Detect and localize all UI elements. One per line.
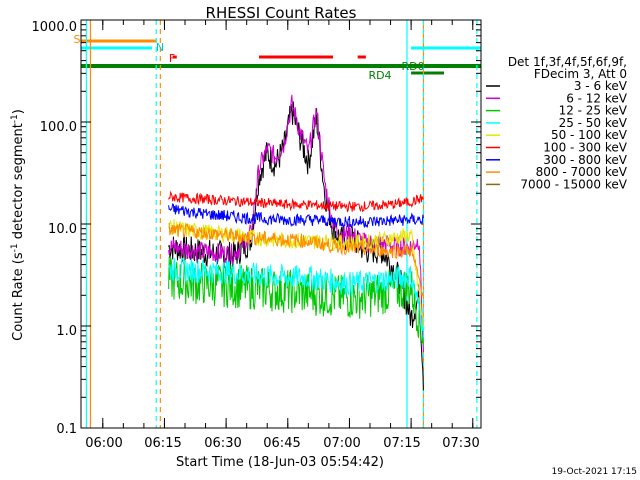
legend-entry-label: 300 - 800 keV xyxy=(543,153,627,167)
flag-bars xyxy=(81,39,481,75)
legend-entry-label: 800 - 7000 keV xyxy=(536,165,628,179)
flag-label-n: N xyxy=(156,41,164,54)
y-tick-label: 100.0 xyxy=(40,120,77,135)
legend-entry-label: 12 - 25 keV xyxy=(559,104,628,118)
legend-header-line: FDecim 3, Att 0 xyxy=(534,67,627,81)
legend-header-line: Det 1f,3f,4f,5f,6f,9f, xyxy=(508,55,627,69)
flag-label-rd0: RD0 xyxy=(401,60,424,73)
tick-marks xyxy=(81,19,481,429)
x-tick-label: 06:15 xyxy=(144,436,181,451)
flag-label-rd4: RD4 xyxy=(368,69,391,82)
legend-entry-label: 25 - 50 keV xyxy=(559,116,628,130)
y-tick-label: 1000.0 xyxy=(32,20,78,35)
footer-timestamp: 19-Oct-2021 17:15 xyxy=(552,467,637,477)
x-tick-labels: 06:00 06:15 06:30 06:45 07:00 07:15 07:3… xyxy=(85,436,479,451)
x-tick-label: 06:30 xyxy=(204,436,241,451)
legend-entry-label: 7000 - 15000 keV xyxy=(520,177,627,191)
series-line xyxy=(168,222,424,299)
x-tick-label: 06:45 xyxy=(263,436,300,451)
y-tick-label: 10.0 xyxy=(48,222,77,237)
series-line xyxy=(168,190,424,213)
chart-title: RHESSI Count Rates xyxy=(206,4,357,22)
series-lines xyxy=(168,94,424,391)
y-tick-labels: 0.1 1.0 10.0 100.0 1000.0 xyxy=(32,20,78,437)
series-line xyxy=(168,203,424,229)
flag-label-s: S xyxy=(74,33,81,46)
legend: Det 1f,3f,4f,5f,6f,9f, FDecim 3, Att 0 3… xyxy=(486,55,628,191)
x-axis-label: Start Time (18-Jun-03 05:54:42) xyxy=(176,455,384,470)
y-axis-label: Count Rate (s-1 detector segment-1) xyxy=(10,109,26,341)
legend-entry-label: 3 - 6 keV xyxy=(574,79,628,93)
y-tick-label: 0.1 xyxy=(56,422,77,437)
series-line xyxy=(168,257,424,338)
flag-label-f: F xyxy=(169,52,175,65)
x-tick-label: 07:30 xyxy=(442,436,479,451)
legend-entry-label: 6 - 12 keV xyxy=(566,91,628,105)
y-tick-label: 1.0 xyxy=(56,324,77,339)
x-tick-label: 07:15 xyxy=(383,436,420,451)
series-line xyxy=(168,94,424,353)
x-tick-label: 06:00 xyxy=(85,436,122,451)
x-tick-label: 07:00 xyxy=(323,436,360,451)
legend-entry-label: 50 - 100 keV xyxy=(551,128,628,142)
legend-entry-label: 100 - 300 keV xyxy=(543,141,627,155)
